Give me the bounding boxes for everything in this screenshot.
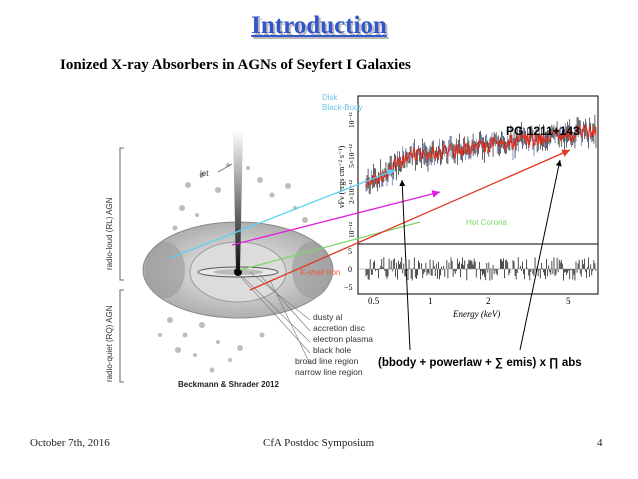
page-number: 4 — [597, 437, 603, 449]
jet-label: jet — [199, 169, 209, 178]
rq-label: radio-quiet (RQ) AGN — [105, 305, 114, 382]
xray-spectrum: 0.5 1 2 5 Energy (keV) 5 0 −5 10⁻¹¹ 5×10… — [322, 93, 599, 319]
rl-label: radio-loud (RL) AGN — [105, 197, 114, 270]
component-label: accretion disc — [313, 323, 366, 333]
y-tick: 2×10⁻¹² — [347, 179, 356, 204]
rl-bracket — [119, 147, 124, 281]
component-label: broad line region — [295, 356, 359, 366]
y-tick: 5×10⁻¹² — [347, 143, 356, 168]
citation: Beckmann & Shrader 2012 — [178, 380, 279, 389]
x-axis-label: Energy (keV) — [452, 309, 500, 319]
rq-bracket — [119, 289, 124, 383]
residual-tick: 5 — [348, 247, 352, 256]
hot-corona-label: Hot Corona — [466, 218, 507, 227]
slide-title: Introduction — [251, 12, 387, 39]
object-label: PG 1211+143 — [506, 124, 580, 138]
component-label: electron plasma — [313, 334, 373, 344]
component-label: black hole — [313, 345, 352, 355]
y-tick: 10⁻¹² — [347, 221, 356, 238]
x-tick: 1 — [428, 296, 433, 306]
component-label: narrow line region — [295, 367, 363, 377]
footer-event: CfA Postdoc Symposium — [263, 437, 375, 449]
blackbody-label: Black-Body — [322, 103, 362, 112]
residual-tick: 0 — [348, 265, 352, 274]
y-axis-label: νFν (ergs cm⁻² s⁻¹) — [337, 145, 346, 208]
footer-date: October 7th, 2016 — [30, 437, 110, 449]
x-tick: 2 — [486, 296, 491, 306]
slide-subtitle: Ionized X-ray Absorbers in AGNs of Seyfe… — [60, 57, 411, 73]
x-tick: 0.5 — [368, 296, 380, 306]
model-formula: (bbody + powerlaw + ∑ emis) x ∏ abs — [378, 357, 582, 369]
y-tick: 10⁻¹¹ — [347, 112, 356, 128]
x-tick: 5 — [566, 296, 571, 306]
residual-tick: −5 — [344, 283, 353, 292]
disk-label: Disk — [322, 93, 339, 102]
component-label: dusty al — [313, 312, 342, 322]
kshell-label: K-shell Iron — [300, 268, 341, 277]
